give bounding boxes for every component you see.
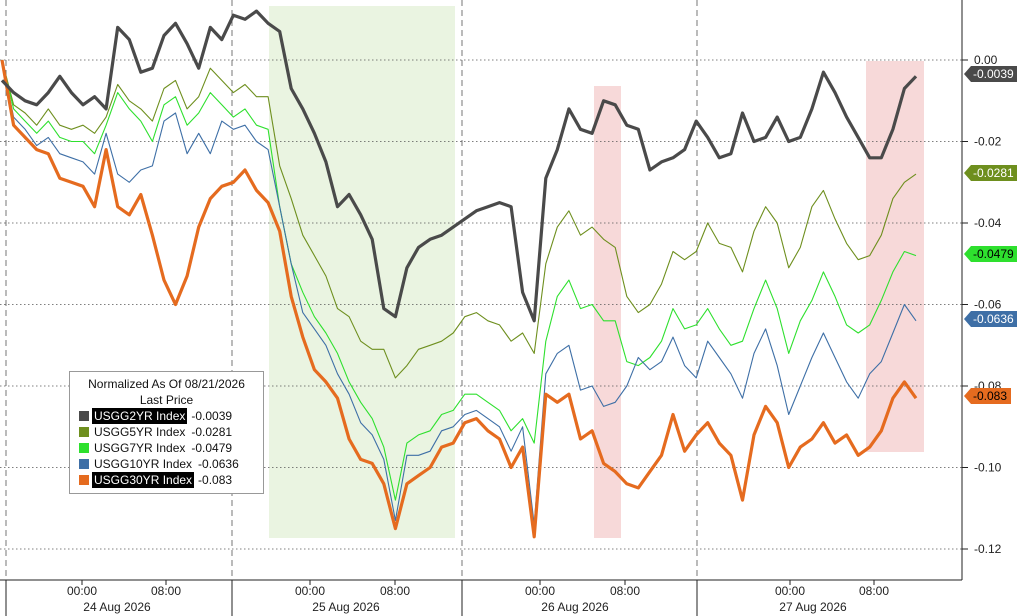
x-date-label: 24 Aug 2026 [83, 600, 151, 614]
last-value-tag: -0.083 [964, 388, 1012, 404]
legend-swatch [79, 475, 89, 485]
legend-swatch [79, 411, 89, 421]
legend-series-value: -0.083 [198, 473, 233, 487]
legend-entry: USGG30YR Index -0.083 [70, 472, 263, 488]
chart-legend: Normalized As Of 08/21/2026 Last Price U… [69, 371, 264, 494]
shaded-region-highlight-red-1 [594, 86, 621, 538]
shaded-region-highlight-green [269, 6, 455, 538]
y-tick-label: -0.06 [974, 298, 1002, 312]
legend-entry: USGG5YR Index -0.0281 [70, 424, 263, 440]
x-tick-label: 08:00 [380, 584, 410, 598]
y-tick-label: -0.04 [974, 216, 1002, 230]
last-value-tag: -0.0636 [964, 311, 1017, 327]
legend-series-value: -0.0479 [191, 441, 233, 455]
x-tick-label: 00:00 [525, 584, 555, 598]
legend-series-name: USGG30YR Index [92, 472, 195, 488]
legend-series-value: -0.0636 [198, 457, 239, 471]
series-line-usgg2yr-index [0, 9, 918, 323]
legend-entry: USGG2YR Index -0.0039 [70, 408, 263, 424]
series-line-usgg7yr-index [1, 59, 917, 501]
legend-swatch [79, 443, 89, 453]
legend-entry: USGG10YR Index -0.0636 [70, 456, 263, 472]
legend-series-name: USGG10YR Index [94, 457, 193, 471]
legend-series-value: -0.0281 [191, 425, 233, 439]
x-tick-label: 08:00 [859, 584, 889, 598]
x-date-label: 27 Aug 2026 [779, 600, 847, 614]
legend-series-name: USGG2YR Index [92, 408, 188, 424]
x-tick-label: 08:00 [610, 584, 640, 598]
series-line-usgg10yr-index [1, 59, 917, 526]
legend-entry: USGG7YR Index -0.0479 [70, 440, 263, 456]
legend-series-name: USGG7YR Index [94, 441, 186, 455]
x-date-label: 26 Aug 2026 [541, 600, 609, 614]
last-value-tag: -0.0479 [964, 246, 1017, 262]
x-date-label: 25 Aug 2026 [312, 600, 380, 614]
y-tick-label: -0.02 [974, 135, 1002, 149]
legend-swatch [79, 459, 89, 469]
y-tick-label: -0.12 [974, 542, 1002, 556]
x-tick-label: 00:00 [67, 584, 97, 598]
last-value-tag: -0.0039 [964, 66, 1017, 82]
legend-title: Normalized As Of 08/21/2026 [88, 377, 245, 391]
legend-series-name: USGG5YR Index [94, 425, 186, 439]
legend-swatch [79, 427, 89, 437]
x-tick-label: 00:00 [775, 584, 805, 598]
y-tick-label: 0.00 [974, 53, 998, 67]
legend-subtitle: Last Price [139, 393, 194, 407]
series-line-usgg30yr-index [0, 59, 918, 539]
y-tick-label: -0.10 [974, 461, 1002, 475]
x-tick-label: 00:00 [295, 584, 325, 598]
last-value-tag: -0.0281 [964, 165, 1017, 181]
legend-series-value: -0.0039 [191, 409, 233, 423]
x-tick-label: 08:00 [151, 584, 181, 598]
series-line-usgg5yr-index [1, 59, 917, 379]
